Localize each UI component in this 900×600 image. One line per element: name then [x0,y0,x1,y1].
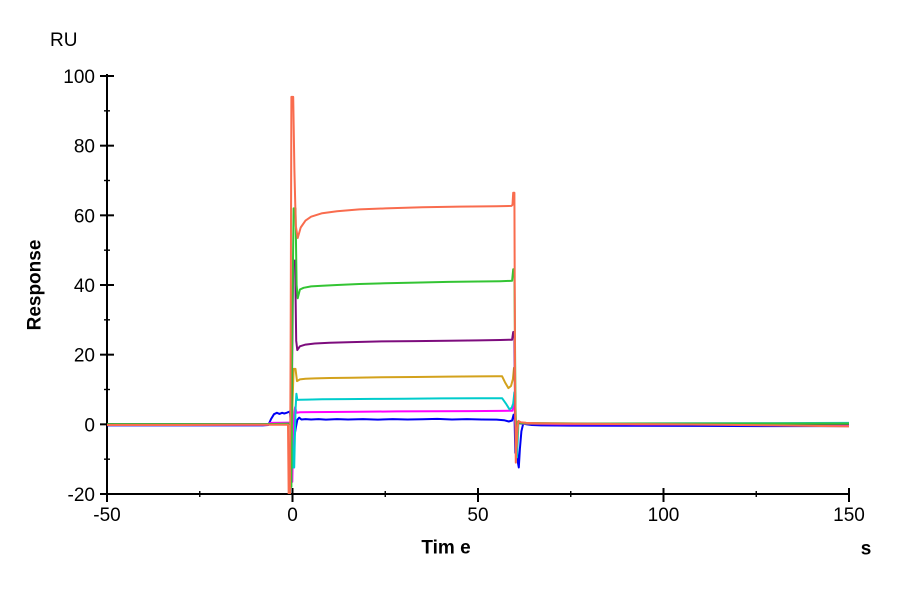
x-tick-label: -50 [93,505,120,526]
x-tick-label: 50 [467,505,488,526]
y-tick-label: 100 [63,67,95,88]
x-tick-label: 100 [648,505,680,526]
sensorgram-curve-orange [107,95,850,494]
y-axis-unit-label: RU [50,30,78,51]
x-tick-label: 0 [287,505,298,526]
y-tick-label: 60 [74,206,95,227]
y-tick-label: -20 [68,485,95,506]
sensorgram-curve-blue [107,410,849,469]
y-tick-label: 80 [74,137,95,158]
sensorgram-curve-gold [107,366,849,448]
sensorgram-curve-green [107,207,849,488]
series-group [107,95,850,494]
y-tick-label: 20 [74,346,95,367]
sensorgram-curve-cyan [107,391,850,469]
x-tick-label: 150 [833,505,865,526]
y-tick-label: 40 [74,276,95,297]
x-axis-title: Tim e [421,537,471,559]
y-tick-label: 0 [84,415,95,436]
x-axis-unit-label: s [860,538,872,560]
sensorgram-curve-magenta [107,401,849,483]
